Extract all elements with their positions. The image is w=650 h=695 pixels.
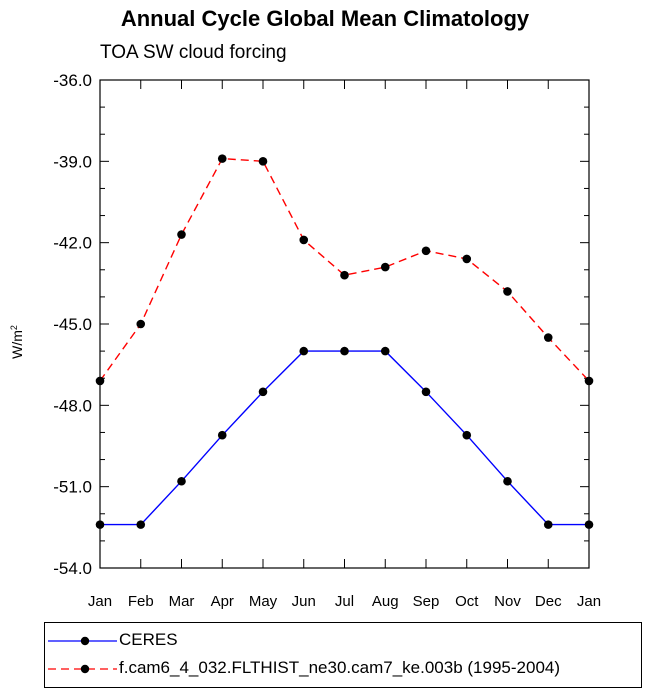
- y-tick-label: -48.0: [53, 396, 92, 415]
- x-tick-label: Sep: [413, 593, 440, 610]
- series-0-point: [380, 346, 390, 356]
- x-tick-label: Apr: [211, 593, 234, 610]
- x-tick-label: Oct: [455, 593, 479, 610]
- y-tick-label: -51.0: [53, 478, 92, 497]
- legend: CERES f.cam6_4_032.FLTHIST_ne30.cam7_ke.…: [44, 622, 642, 688]
- x-tick-label: Feb: [128, 593, 154, 610]
- chart-title: Annual Cycle Global Mean Climatology: [120, 6, 530, 31]
- series-0-point: [543, 520, 553, 529]
- series-1-point: [258, 157, 268, 166]
- legend-label-ceres: CERES: [119, 630, 178, 649]
- y-tick-label: -36.0: [53, 71, 92, 90]
- legend-entry-ceres: CERES: [45, 628, 641, 654]
- series-line-0: [100, 350, 589, 526]
- series-1-point: [177, 230, 186, 239]
- x-tick-label: Dec: [535, 593, 562, 610]
- x-tick-label: Mar: [169, 593, 195, 610]
- legend-entry-model: f.cam6_4_032.FLTHIST_ne30.cam7_ke.003b (…: [45, 656, 641, 682]
- series-0-point: [136, 520, 146, 529]
- series-0-point: [177, 476, 186, 486]
- series-1-point: [584, 376, 594, 386]
- series-1-point: [503, 287, 512, 296]
- x-tick-label: Jul: [335, 593, 354, 610]
- series-1-point: [421, 246, 431, 256]
- legend-label-model: f.cam6_4_032.FLTHIST_ne30.cam7_ke.003b (…: [119, 658, 561, 677]
- x-tick-label: Aug: [372, 593, 399, 610]
- series-1-point: [299, 235, 309, 245]
- y-tick-label: -45.0: [53, 315, 92, 334]
- plot-frame: [99, 79, 590, 569]
- series-0-point: [217, 430, 227, 440]
- series-0-point: [462, 430, 472, 440]
- series-0-point: [503, 476, 512, 486]
- series-1-point: [340, 270, 349, 280]
- series-1-point: [543, 333, 553, 342]
- x-tick-label: Jan: [88, 593, 112, 610]
- y-axis-label: W/m2: [9, 325, 25, 359]
- series-1-point: [217, 154, 227, 163]
- series-0-point: [258, 387, 268, 397]
- series-1-point: [462, 254, 472, 264]
- legend-swatch-ceres: [48, 636, 117, 646]
- series-0-point: [299, 346, 309, 356]
- series-1-point: [95, 376, 105, 386]
- legend-swatch-model: [48, 664, 117, 674]
- x-tick-label: Nov: [494, 593, 521, 610]
- x-tick-label: Jan: [577, 593, 601, 610]
- x-tick-label: May: [249, 593, 278, 610]
- chart-subtitle: TOA SW cloud forcing: [100, 42, 287, 63]
- y-tick-label: -42.0: [53, 234, 92, 253]
- x-tick-label: Jun: [292, 593, 316, 610]
- series-0-point: [95, 520, 105, 529]
- y-tick-label: -39.0: [53, 152, 92, 171]
- y-tick-label: -54.0: [53, 559, 92, 578]
- series-0-point: [584, 520, 594, 529]
- series-1-point: [136, 319, 146, 329]
- series-0-point: [421, 387, 431, 397]
- series-0-point: [340, 346, 349, 356]
- series-1-point: [380, 262, 390, 272]
- line-chart: -36.0 -39.0 -42.0 -45.0 -48.0 -51.0 -54.0 Jan Fe…: [9, 71, 601, 610]
